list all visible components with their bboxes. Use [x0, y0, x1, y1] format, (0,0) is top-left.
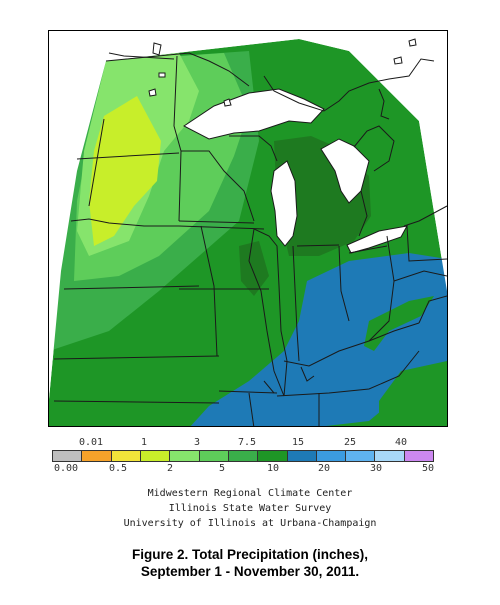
- state-borders: [53, 52, 447, 426]
- great-lakes: [152, 42, 408, 254]
- lake-michigan: [270, 160, 298, 247]
- legend-swatch: [404, 451, 434, 461]
- legend-swatch: [170, 451, 200, 461]
- caption-line: September 1 - November 30, 2011.: [140, 564, 360, 579]
- projection-mask-left: [49, 31, 106, 399]
- field-green-intrusion: [364, 296, 434, 351]
- legend-top-label: 25: [343, 437, 357, 448]
- precipitation-map: [48, 30, 448, 427]
- projection-mask-top: [106, 31, 349, 61]
- legend-top-label: 3: [193, 437, 201, 448]
- legend-bottom-label: 2: [166, 463, 174, 474]
- field-green-15-iowa: [239, 241, 269, 296]
- field-yellow-1: [89, 96, 161, 246]
- legend-swatch: [140, 451, 171, 461]
- caption-line: Figure 2. Total Precipitation (inches),: [131, 547, 369, 562]
- legend-top-label: 40: [394, 437, 408, 448]
- legend-swatch: [346, 451, 376, 461]
- credit-line: Midwestern Regional Climate Center: [147, 488, 353, 499]
- legend-swatch: [287, 451, 317, 461]
- figure-caption: Figure 2. Total Precipitation (inches), …: [0, 546, 500, 580]
- legend-bottom-label: 0.00: [53, 463, 79, 474]
- legend-swatch: [111, 451, 141, 461]
- legend-top-label: 7.5: [237, 437, 257, 448]
- legend-swatch: [375, 451, 405, 461]
- legend-top-label: 0.01: [78, 437, 104, 448]
- small-lakes: [148, 38, 417, 107]
- credits-block: Midwestern Regional Climate Center Illin…: [0, 486, 500, 531]
- legend-top-label: 15: [291, 437, 305, 448]
- precipitation-legend: 0.01 1 3 7.5 15 25 40 0.00 0.5 2 5 10 20…: [0, 432, 500, 482]
- legend-top-label: 1: [140, 437, 148, 448]
- legend-bottom-label: 30: [369, 463, 383, 474]
- coastlines: [263, 58, 447, 227]
- lake-superior: [183, 88, 325, 140]
- map-svg: [49, 31, 447, 426]
- lake-winnipeg-top: [152, 42, 162, 56]
- credit-line: University of Illinois at Urbana-Champai…: [123, 518, 377, 529]
- legend-swatch: [316, 451, 347, 461]
- legend-swatch: [199, 451, 229, 461]
- projection-mask-right: [349, 31, 447, 291]
- field-green-southeast: [379, 361, 447, 426]
- legend-bottom-label: 50: [421, 463, 435, 474]
- legend-bottom-label: 0.5: [108, 463, 128, 474]
- legend-bottom-label: 10: [266, 463, 280, 474]
- legend-color-bar: [52, 450, 434, 462]
- legend-swatch: [82, 451, 112, 461]
- legend-swatch: [53, 451, 83, 461]
- credit-line: Illinois State Water Survey: [168, 503, 332, 514]
- legend-bottom-label: 20: [317, 463, 331, 474]
- precipitation-fields: [49, 39, 447, 426]
- legend-swatch: [228, 451, 259, 461]
- legend-swatch: [258, 451, 288, 461]
- legend-bottom-label: 5: [218, 463, 226, 474]
